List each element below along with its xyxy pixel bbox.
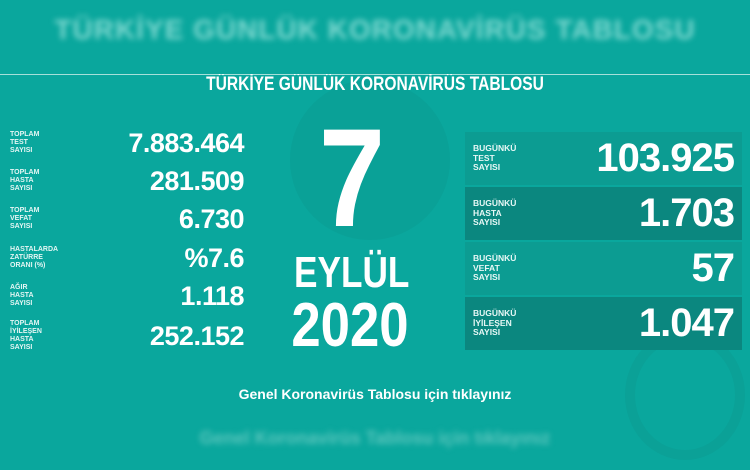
virus-watermark-icon — [290, 80, 450, 240]
blurred-footer-link: Genel Koronavirüs Tablosu için tıklayını… — [199, 428, 551, 448]
stat-value: 7.883.464 — [128, 127, 244, 158]
page-title: TÜRKİYE GÜNLÜK KORONAVİRÜS TABLOSU — [206, 74, 544, 95]
general-table-link[interactable]: Genel Koronavirüs Tablosu için tıklayını… — [238, 386, 512, 402]
today-value: 1.703 — [638, 191, 735, 235]
today-recovered-box: BUGÜNKÜ İYİLEŞEN SAYISI 1.047 — [465, 297, 742, 350]
stat-label: TOPLAM İYİLEŞEN HASTA SAYISI — [10, 320, 42, 351]
today-label: BUGÜNKÜ İYİLEŞEN SAYISI — [473, 308, 517, 338]
blurred-header-title: TÜRKİYE GÜNLÜK KORONAVİRÜS TABLOSU — [54, 14, 696, 45]
stat-value: 281.509 — [149, 165, 245, 196]
critical-patients-row: AĞIR HASTA SAYISI 1.118 — [10, 278, 244, 314]
stat-label: TOPLAM TEST SAYISI — [10, 131, 40, 154]
stat-label: TOPLAM HASTA SAYISI — [10, 169, 40, 192]
today-value: 103.925 — [596, 136, 735, 180]
today-test-box: BUGÜNKÜ TEST SAYISI 103.925 — [465, 132, 742, 185]
date-month: EYLÜL — [294, 248, 410, 297]
today-label: BUGÜNKÜ VEFAT SAYISI — [473, 253, 517, 283]
total-cases-row: TOPLAM HASTA SAYISI 281.509 — [10, 163, 245, 199]
stat-value: 6.730 — [178, 203, 245, 234]
stat-value: 1.118 — [180, 280, 244, 311]
stat-label: TOPLAM VEFAT SAYISI — [10, 207, 40, 230]
date-day: 7 — [318, 99, 386, 256]
pneumonia-rate-row: HASTALARDA ZATÜRRE ORANI (%) %7.6 — [10, 240, 244, 276]
today-cases-box: BUGÜNKÜ HASTA SAYISI 1.703 — [465, 187, 742, 240]
stat-label: HASTALARDA ZATÜRRE ORANI (%) — [10, 246, 59, 269]
divider — [0, 74, 750, 75]
today-label: BUGÜNKÜ TEST SAYISI — [473, 143, 517, 173]
today-label: BUGÜNKÜ HASTA SAYISI — [473, 198, 517, 228]
stat-value: %7.6 — [184, 242, 244, 273]
date-year: 2020 — [291, 291, 409, 360]
total-recovered-row: TOPLAM İYİLEŞEN HASTA SAYISI 252.152 — [10, 318, 245, 354]
total-test-row: TOPLAM TEST SAYISI 7.883.464 — [10, 125, 244, 161]
stat-value: 252.152 — [149, 320, 245, 351]
today-value: 57 — [691, 246, 735, 290]
stat-label: AĞIR HASTA SAYISI — [10, 284, 34, 307]
today-value: 1.047 — [638, 301, 735, 345]
total-deaths-row: TOPLAM VEFAT SAYISI 6.730 — [10, 201, 245, 237]
today-deaths-box: BUGÜNKÜ VEFAT SAYISI 57 — [465, 242, 742, 295]
